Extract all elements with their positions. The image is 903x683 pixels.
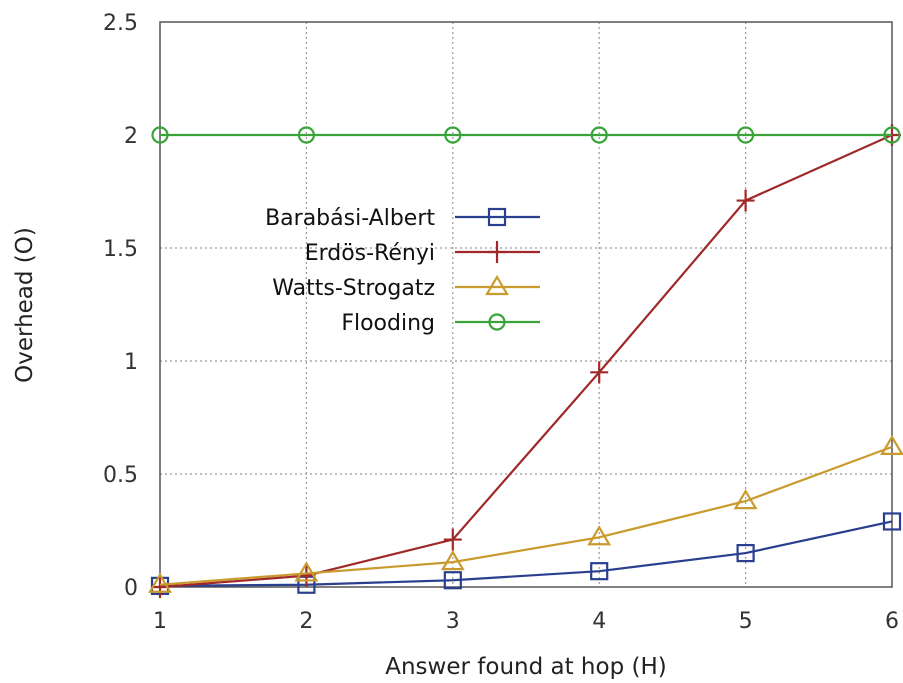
- series-flooding: [151, 126, 901, 144]
- legend-item: Barabási-Albert: [265, 206, 540, 231]
- legend: Barabási-Albert Erdös-Rényi Watts-Strogatz…: [265, 206, 540, 336]
- data-point: [736, 189, 755, 212]
- data-point: [443, 571, 462, 590]
- x-tick-label: 4: [592, 609, 606, 634]
- data-point: [151, 126, 169, 144]
- data-point: [590, 562, 609, 581]
- legend-item: Erdös-Rényi: [305, 241, 540, 266]
- data-point: [488, 313, 506, 331]
- y-tick-label: 0.5: [103, 463, 138, 488]
- data-point: [443, 528, 462, 551]
- legend-item: Watts-Strogatz: [272, 274, 540, 301]
- y-tick-label: 0: [124, 576, 138, 601]
- data-point: [444, 126, 462, 144]
- grid: [160, 22, 892, 587]
- data-point: [485, 274, 509, 296]
- data-point: [440, 549, 465, 571]
- data-point: [736, 126, 755, 144]
- data-point: [488, 241, 506, 263]
- data-point: [590, 361, 609, 384]
- series-line: [159, 520, 893, 587]
- series-line: [159, 133, 893, 589]
- x-axis-title: Answer found at hop (H): [385, 654, 666, 680]
- x-tick-label: 5: [739, 609, 753, 634]
- legend-label: Flooding: [341, 311, 435, 336]
- series: [148, 124, 903, 598]
- legend-label: Watts-Strogatz: [272, 276, 435, 301]
- series-barab-si-albert: [150, 512, 902, 595]
- series-line: [159, 445, 893, 586]
- legend-label: Erdös-Rényi: [305, 241, 435, 266]
- data-point: [590, 126, 608, 144]
- data-point: [487, 207, 507, 227]
- data-point: [883, 126, 901, 144]
- data-point: [880, 434, 903, 455]
- legend-label: Barabási-Albert: [265, 206, 435, 231]
- data-point: [882, 512, 902, 531]
- series-watts-strogatz: [148, 434, 903, 593]
- y-tick-label: 2.5: [103, 11, 138, 36]
- data-point: [148, 572, 172, 593]
- data-point: [297, 126, 315, 144]
- y-tick-label: 1.5: [103, 237, 138, 262]
- y-tick-labels: 0 0.5 1 1.5 2 2.5: [103, 11, 138, 601]
- x-tick-label: 1: [153, 609, 167, 634]
- data-point: [294, 561, 319, 582]
- y-tick-label: 2: [124, 124, 138, 149]
- y-tick-label: 1: [124, 350, 138, 375]
- x-tick-labels: 1 2 3 4 5 6: [153, 609, 899, 634]
- x-tick-label: 6: [885, 609, 899, 634]
- data-point: [587, 525, 612, 546]
- x-tick-label: 2: [299, 609, 313, 634]
- plot-frame: [159, 21, 893, 588]
- legend-item: Flooding: [341, 311, 540, 336]
- x-tick-label: 3: [446, 609, 460, 634]
- data-point: [733, 488, 758, 510]
- y-axis-title: Overhead (O): [12, 227, 38, 383]
- data-point: [736, 543, 755, 563]
